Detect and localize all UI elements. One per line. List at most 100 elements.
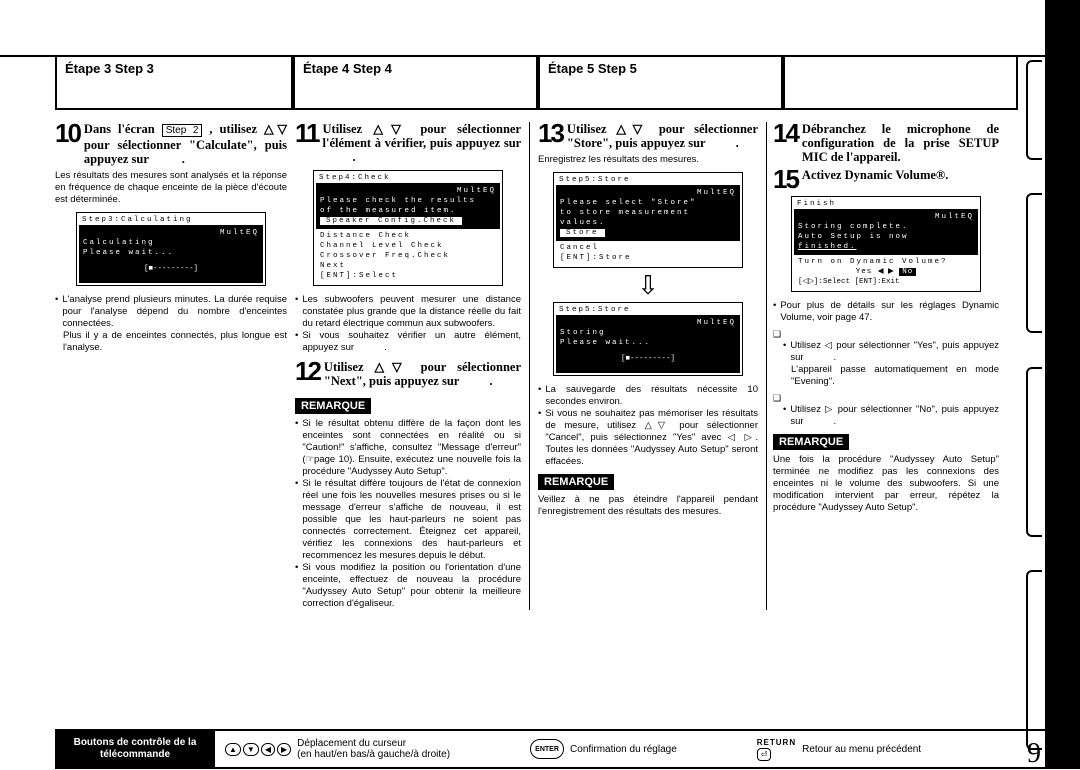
lcd5b-bar: [■---------] [560,348,736,370]
lcdF-l2: Auto Setup is now [798,232,974,242]
side-tab [1026,193,1042,333]
lcd3-bar: [■---------] [83,258,259,280]
lcd3-l1: Calculating [83,238,259,248]
footer-move2: (en haut/en bas/à gauche/à droite) [297,749,450,760]
col2-r3: Si vous modifiez la position ou l'orient… [295,562,521,610]
lcd4-multeq: MultEQ [320,186,496,196]
step13-num: 13 [538,122,563,144]
lcd5a-l3: values. [560,218,736,228]
step10-part1: Dans l'écran [84,122,155,136]
lcd4-o3: Crossover Freq.Check [320,251,496,261]
footer-bar: Boutons de contrôle de la télécommande ▲… [55,729,1045,769]
lcdF-l3: finished. [798,242,974,252]
remarque-label-4: REMARQUE [773,434,849,450]
lcd5b-l1: Storing [560,328,736,338]
footer-label: Boutons de contrôle de la télécommande [55,731,215,767]
lcd5a-l1: Please select "Store" [560,198,736,208]
col4-sqA1: Utilisez ◁ pour sélectionner "Yes", puis… [783,340,999,364]
lcdF-yes: Yes [856,268,873,276]
lcd5a-title: Step5:Store [559,176,631,184]
col-step3: 10 Dans l'écran Step 2 , utilisez △▽ pou… [55,122,289,610]
step10-bullet: L'analyse prend plusieurs minutes. La du… [55,294,287,330]
col-last: 14 Débranchez le microphone de configura… [773,122,1001,610]
lcd5b-l2: Please wait... [560,338,736,348]
step2-box: Step 2 [162,124,203,137]
col4-sqB [773,392,999,404]
enter-key-icon: ENTER [530,739,564,759]
step15-text: Activez Dynamic Volume®. [802,168,948,182]
lcd4-o4: Next [320,261,496,271]
step-headers: Étape 3 Step 3 Étape 4 Step 4 Étape 5 St… [55,55,1025,110]
footer-move: Déplacement du curseur [297,738,406,749]
step10-dot: . [182,152,185,166]
remarque-label-2: REMARQUE [295,398,371,414]
lcd-step4: Step4:Check MultEQ Please check the resu… [313,170,503,286]
col2-r2: Si le résultat diffère toujours de l'éta… [295,478,521,562]
footer-enter-text: Confirmation du réglage [570,744,677,755]
lcdF-title: Finish [797,200,836,208]
lcd5a-l2: to store measurement [560,208,736,218]
col2-r1: Si le résultat obtenu diffère de la faço… [295,418,521,478]
col-step4: 11 Utilisez △▽ pour sélectionner l'éléme… [295,122,523,610]
step13-body: Enregistrez les résultats des mesures. [538,154,758,166]
lcd4-l1: Please check the results [320,196,496,206]
step10-text: Dans l'écran Step 2 , utilisez △▽ pour s… [84,122,287,166]
lcd4-o2: Channel Level Check [320,241,496,251]
step13-text: Utilisez △▽ pour sélectionner "Store", p… [567,122,758,150]
arrow-keys-icon: ▲▼◀▶ [225,743,291,756]
step11-b1: Les subwoofers peuvent mesurer une dista… [295,294,521,330]
step3-header: Étape 3 Step 3 [55,55,293,110]
step15-num: 15 [773,168,798,190]
step11-num: 11 [295,122,319,144]
step10-body: Les résultats des mesures sont analysés … [55,170,287,206]
lcd3-l2: Please wait... [83,248,259,258]
lcd5a-cancel: Cancel [560,243,736,253]
lcd-step3: Step3:Calculating MultEQ Calculating Ple… [76,212,266,286]
col3-r1: Veillez à ne pas éteindre l'appareil pen… [538,494,758,518]
col4-r1: Une fois la procédure "Audyssey Auto Set… [773,454,999,514]
lcd-step5a: Step5:Store MultEQ Please select "Store"… [553,172,743,268]
lcdF-q: Turn on Dynamic Volume? [798,257,974,267]
col-step5: 13 Utilisez △▽ pour sélectionner "Store"… [529,122,767,610]
lcd4-title: Step4:Check [319,174,391,182]
col4-b1: Pour plus de détails sur les réglages Dy… [773,300,999,324]
page-number: 9 [1027,738,1041,770]
footer-return-text: Retour au menu précédent [802,744,921,755]
side-tab [1026,570,1042,750]
col4-sqB1: Utilisez ▷ pour sélectionner "No", puis … [783,404,999,428]
lcd3-title: Step3:Calculating [82,216,193,224]
step10-num: 10 [55,122,80,144]
lcd5b-multeq: MultEQ [560,318,736,328]
lcd4-l2: of the measured item. [320,206,496,216]
step14-num: 14 [773,122,798,144]
step11-b2: Si vous souhaitez vérifier un autre élém… [295,330,521,354]
side-tab [1026,367,1042,537]
lcd5b-title: Step5:Store [559,306,631,314]
lcd5a-multeq: MultEQ [560,188,736,198]
step4-header: Étape 4 Step 4 [293,55,538,110]
lcd-finish: Finish MultEQ Storing complete. Auto Set… [791,196,981,292]
lcd3-multeq: MultEQ [83,228,259,238]
lcd5a-foot: [ENT]:Store [560,253,736,263]
lcd4-o1: Distance Check [320,231,496,241]
step10-bullet-b: Plus il y a de enceintes connectés, plus… [63,330,287,354]
lcdF-foot: [◁▷]:Select [ENT]:Exit [798,277,974,287]
remarque-label-3: REMARQUE [538,474,614,490]
step12-text: Utilisez △▽ pour sélectionner "Next", pu… [324,360,521,388]
lcdF-multeq: MultEQ [798,212,974,222]
step14-text: Débranchez le microphone de configuratio… [802,122,999,164]
col4-sqA [773,328,999,340]
lcdF-no: No [899,268,916,276]
lcd4-highlight: Speaker Config.Check [320,217,462,225]
col3-b1: La sauvegarde des résultats nécessite 10… [538,384,758,408]
step5-header: Étape 5 Step 5 [538,55,783,110]
col4-sqA2: L'appareil passe automatiquement en mode… [791,364,999,388]
arrow-down-icon: ⇩ [538,276,758,296]
lcd4-foot: [ENT]:Select [320,271,496,281]
lcdF-l1: Storing complete. [798,222,974,232]
step11-text: Utilisez △▽ pour sélectionner l'élément … [323,122,522,164]
lcd5a-store: Store [560,229,605,237]
col3-b2: Si vous ne souhaitez pas mémoriser les r… [538,408,758,468]
step-blank-header [783,55,1018,110]
step12-num: 12 [295,360,320,382]
